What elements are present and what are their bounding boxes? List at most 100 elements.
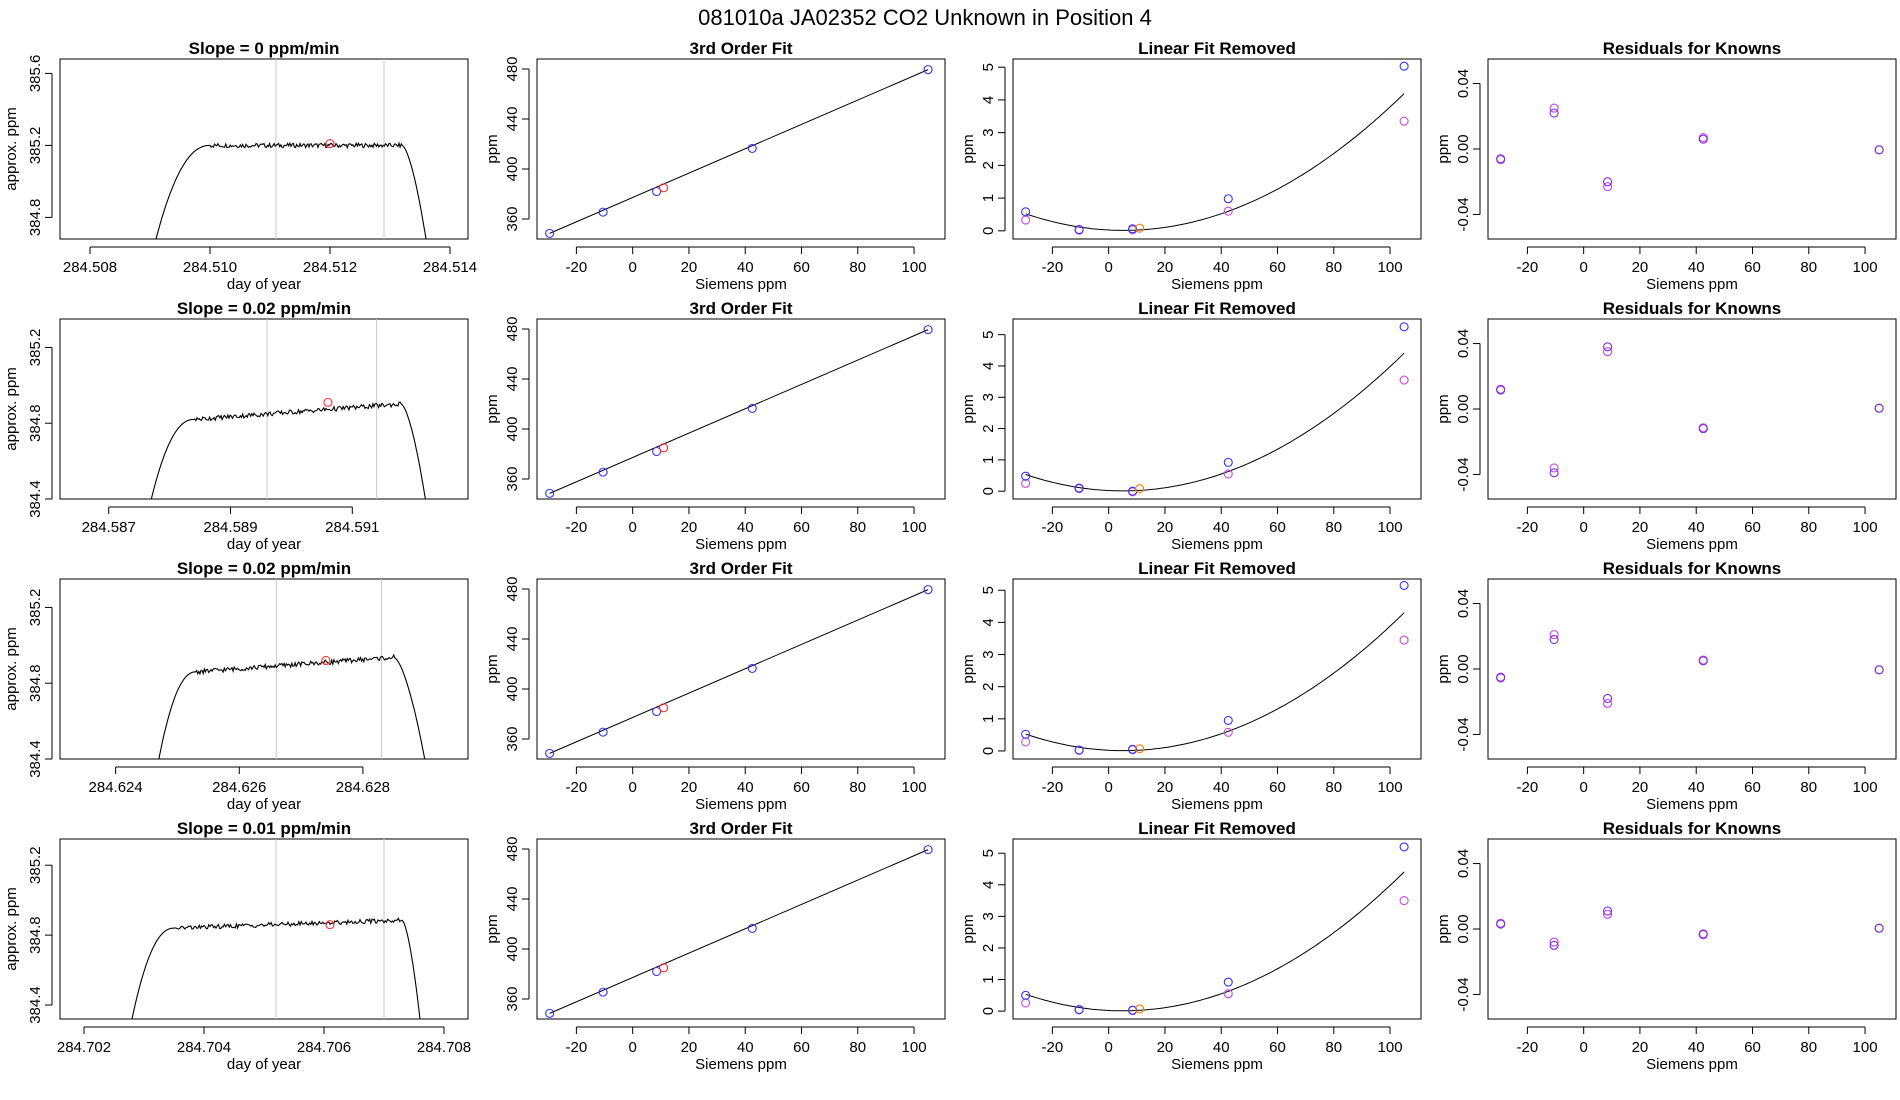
x-tick-label: 60 (1269, 1039, 1286, 1056)
plot-frame (1487, 578, 1897, 760)
y-tick-label: 480 (504, 836, 521, 861)
plot-area (1021, 322, 1409, 497)
plot-area (1021, 61, 1409, 235)
known-point (1399, 322, 1409, 332)
unknown-point (321, 655, 331, 666)
chart-panel-linfit-row2: Linear Fit Removed-20 0 20 40 60 80 100Siemens… (960, 559, 1422, 813)
y-tick-label: 1 (980, 194, 997, 202)
y-tick-label: 0 (980, 1007, 997, 1015)
panel-title: Linear Fit Removed (1138, 819, 1296, 838)
x-tick-label: 0 (1579, 779, 1587, 796)
y-tick-label: 400 (504, 676, 521, 701)
y-tick-label: 480 (504, 56, 521, 81)
linear-removed-point (1223, 727, 1233, 737)
chart-panel-fit-row2: 3rd Order Fit -20 0 20 40 60 80 100 Siemens ppm 3… (484, 559, 946, 813)
linear-removed-point (1399, 375, 1409, 385)
plot-frame (1487, 838, 1897, 1020)
plot-frame (1487, 58, 1897, 240)
residual-point-blue (1496, 154, 1506, 164)
known-point (652, 446, 662, 457)
x-tick-label: 60 (793, 259, 810, 276)
y-tick-label: 2 (980, 944, 997, 952)
chart-panel-linfit-row1: Linear Fit Removed-20 0 20 40 60 80 100Siemens… (960, 299, 1422, 553)
x-axis-label: day of year (227, 1056, 301, 1073)
known-point (598, 727, 608, 737)
x-tick-label: 100 (902, 1039, 927, 1056)
x-tick-label: 40 (737, 1039, 754, 1056)
x-tick-label: 40 (1213, 779, 1230, 796)
linear-removed-point (1021, 998, 1031, 1008)
x-tick-label: 80 (1325, 519, 1342, 536)
x-tick-label: 60 (1269, 519, 1286, 536)
y-tick-label: 3 (980, 128, 997, 136)
y-tick-label: 360 (504, 726, 521, 751)
x-axis-label: Siemens ppm (1646, 536, 1738, 553)
y-tick-label: 440 (504, 886, 521, 911)
known-point (1223, 715, 1233, 725)
x-tick-label: 20 (1157, 519, 1174, 536)
y-tick-label: 385.6 (27, 55, 44, 93)
plot-area (1496, 906, 1884, 950)
x-tick-label: 100 (902, 519, 927, 536)
plot-frame (1487, 318, 1897, 500)
known-point (1399, 842, 1409, 852)
x-tick-label: 20 (1632, 259, 1649, 276)
plot-area (1021, 580, 1409, 755)
y-tick-label: 385.2 (27, 127, 44, 165)
x-axis-label: day of year (227, 276, 301, 293)
plot-frame (536, 318, 946, 500)
quadratic-curve (1025, 93, 1405, 231)
chart-panel-resid-row0: Residuals for Knowns -20 0 20 40 60 80 100 Sieme… (1435, 39, 1897, 293)
x-tick-label: 80 (849, 259, 866, 276)
x-tick-label: -20 (1042, 1039, 1064, 1056)
y-tick-label: 440 (504, 626, 521, 651)
x-tick-label: 40 (1688, 519, 1705, 536)
x-axis-label: Siemens ppm (1646, 1056, 1738, 1073)
x-tick-label: 100 (1378, 1039, 1403, 1056)
known-point (1223, 194, 1233, 204)
y-tick-label: 0.00 (1455, 394, 1472, 423)
panel-title: Slope = 0.02 ppm/min (177, 299, 351, 318)
residual-point-blue (1549, 468, 1559, 478)
known-point (1074, 224, 1084, 235)
x-tick-label: 60 (1269, 779, 1286, 796)
x-tick-label: 80 (849, 519, 866, 536)
x-tick-label: 80 (1800, 779, 1817, 796)
y-axis-label: ppm (484, 914, 501, 943)
x-tick-label: 100 (1378, 779, 1403, 796)
x-tick-label: 60 (1744, 779, 1761, 796)
x-axis-label: Siemens ppm (695, 276, 787, 293)
chart-panel-linfit-row3: Linear Fit Removed-20 0 20 40 60 80 100Siemens… (960, 819, 1422, 1073)
y-tick-label: 384.4 (27, 740, 44, 778)
x-tick-label: 0 (1579, 519, 1587, 536)
x-axis-label: day of year (227, 796, 301, 813)
x-tick-label: 80 (1800, 259, 1817, 276)
x-tick-label: 40 (737, 779, 754, 796)
unknown-point (1135, 484, 1145, 494)
y-axis-label: ppm (960, 654, 977, 683)
y-axis-label: ppm (1435, 914, 1452, 943)
y-tick-label: 440 (504, 366, 521, 391)
chart-panel-fit-row0: 3rd Order Fit -20 0 20 40 60 80 100 Siemens ppm 3… (484, 39, 946, 293)
y-tick-label: -0.04 (1455, 977, 1472, 1011)
x-tick-label: 80 (1800, 1039, 1817, 1056)
y-tick-label: 384.8 (27, 916, 44, 954)
x-tick-label: 20 (1157, 259, 1174, 276)
known-point (545, 228, 555, 238)
y-tick-label: 385.2 (27, 329, 44, 367)
plot-frame (59, 578, 469, 760)
x-tick-label: 100 (1378, 519, 1403, 536)
x-tick-label: 100 (902, 259, 927, 276)
known-point (923, 65, 933, 75)
known-point (747, 663, 757, 673)
x-tick-label: 80 (1325, 779, 1342, 796)
x-axis-label: day of year (227, 536, 301, 553)
known-point (1399, 580, 1409, 590)
y-tick-label: 0.00 (1455, 134, 1472, 163)
x-tick-label: 40 (737, 519, 754, 536)
known-point (1074, 483, 1084, 493)
x-tick-label: 20 (681, 1039, 698, 1056)
x-tick-label: -20 (1042, 519, 1064, 536)
y-tick-label: 0 (980, 747, 997, 755)
y-tick-label: 360 (504, 986, 521, 1011)
